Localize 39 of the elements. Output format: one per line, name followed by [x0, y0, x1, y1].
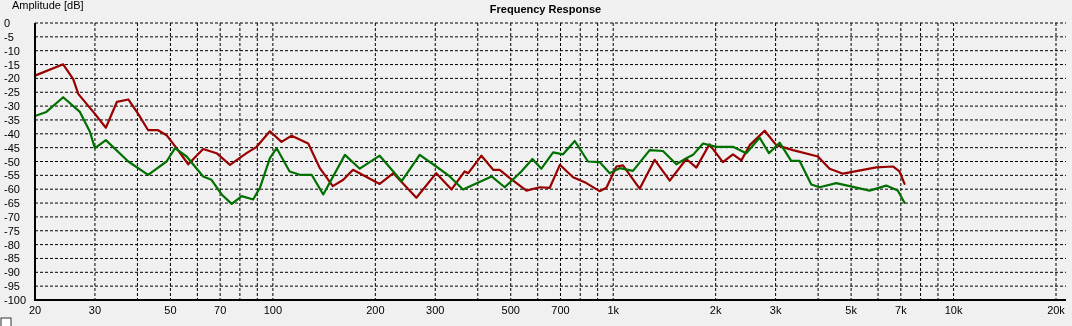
- y-tick-label: -25: [4, 86, 20, 99]
- chart-title: Frequency Response: [489, 3, 602, 15]
- y-tick-label: -35: [4, 113, 20, 126]
- y-tick-label: -95: [4, 280, 20, 293]
- x-tick-label: 10k: [944, 304, 963, 316]
- y-tick-label: -40: [4, 127, 20, 140]
- x-tick-label: 700: [551, 304, 570, 316]
- y-tick-label: -5: [4, 30, 14, 43]
- y-tick-label: -100: [4, 294, 27, 306]
- x-tick-label: 5k: [845, 304, 858, 316]
- y-tick-label: -60: [4, 183, 20, 196]
- y-tick-label: -55: [4, 169, 20, 182]
- x-tick-label: 200: [366, 304, 385, 316]
- x-tick-label: 300: [426, 304, 445, 316]
- y-tick-label: 0: [4, 17, 11, 29]
- y-tick-label: -15: [4, 58, 20, 71]
- y-tick-label: -85: [4, 252, 20, 265]
- y-tick-label: -50: [4, 155, 20, 168]
- y-tick-label: -10: [4, 44, 20, 57]
- y-tick-label: -75: [4, 224, 20, 237]
- x-tick-label: 50: [164, 304, 177, 316]
- y-tick-label: -65: [4, 197, 20, 210]
- y-axis-title: Amplitude [dB]: [12, 0, 84, 11]
- x-tick-label: 20: [28, 304, 42, 316]
- x-tick-label: 20k: [1047, 304, 1066, 316]
- x-tick-label: 2k: [709, 304, 722, 316]
- y-tick-label: -20: [4, 72, 20, 85]
- x-tick-label: 1k: [607, 304, 620, 316]
- y-tick-label: -30: [4, 100, 20, 113]
- x-tick-label: 30: [88, 304, 102, 316]
- y-tick-label: -70: [4, 210, 20, 223]
- x-tick-label: 500: [501, 304, 520, 316]
- y-tick-label: -90: [4, 266, 20, 279]
- x-tick-label: 100: [263, 304, 283, 316]
- x-tick-label: 7k: [895, 304, 908, 316]
- y-tick-label: -45: [4, 141, 20, 154]
- x-tick-label: 3k: [769, 304, 782, 316]
- y-tick-label: -80: [4, 238, 20, 251]
- x-tick-label: 70: [214, 304, 227, 316]
